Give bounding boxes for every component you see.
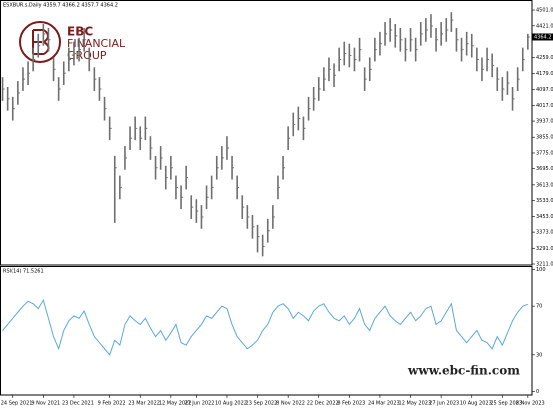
y-tick-label: 30 <box>536 352 542 358</box>
x-tick-label: 8 Feb 2023 <box>337 401 365 407</box>
x-tick-label: 22 Dec 2022 <box>307 401 339 407</box>
x-tick-label: 27 Jun 2023 <box>429 401 459 407</box>
x-tick-label: 10 Aug 2022 <box>215 401 247 407</box>
y-tick-label: 3453.0 <box>536 214 553 220</box>
brand-line: GROUP <box>67 49 107 62</box>
y-tick-label: 4017.0 <box>536 103 553 109</box>
x-tick-label: 12 May 2023 <box>399 401 432 407</box>
x-tick-label: 24 Sep 2021 <box>1 401 33 407</box>
y-tick-label: 3373.0 <box>536 230 553 236</box>
panel-title: ESXBUR.s,Daily 4359.7 4366.2 4357.7 4364… <box>3 3 118 9</box>
y-tick-label: 4179.0 <box>536 71 553 77</box>
y-tick-label: 4421.0 <box>536 23 553 29</box>
y-tick-label: 3775.0 <box>536 150 553 156</box>
brand: EBC <box>67 25 93 39</box>
y-tick-label: 3613.0 <box>536 182 553 188</box>
y-tick-label: 4097.0 <box>536 87 553 93</box>
y-tick-label: 70 <box>536 304 542 310</box>
x-tick-label: 8 Nov 2022 <box>276 401 305 407</box>
panel-title: RSI(14) 71.5261 <box>3 269 44 275</box>
y-tick-label: 3855.0 <box>536 135 553 141</box>
y-tick-label: 3533.0 <box>536 198 553 204</box>
y-tick-label: 4259.0 <box>536 55 553 61</box>
panel-frame <box>0 266 533 396</box>
x-tick-label: 23 Mar 2022 <box>128 401 160 407</box>
y-tick-label: 3211.0 <box>536 262 553 268</box>
brand-line: FINANCIAL <box>67 37 126 50</box>
x-tick-label: 9 Nov 2021 <box>31 401 60 407</box>
x-tick-label: 8 Nov 2023 <box>516 401 545 407</box>
x-tick-label: 9 Feb 2022 <box>98 401 126 407</box>
x-tick-label: 27 Jun 2022 <box>184 401 214 407</box>
website: www.ebc-fin.com <box>407 364 520 378</box>
current-price-box <box>532 33 553 41</box>
logo-circle <box>19 21 61 63</box>
current-price-label: 4364.2 <box>534 34 552 40</box>
y-tick-label: 3937.0 <box>536 119 553 125</box>
y-tick-label: 3695.0 <box>536 166 553 172</box>
x-tick-label: 23 Sep 2022 <box>246 401 278 407</box>
y-tick-label: 0 <box>536 389 539 395</box>
x-tick-label: 10 Aug 2023 <box>460 401 492 407</box>
x-tick-label: 23 Dec 2021 <box>62 401 94 407</box>
x-tick-label: 25 Sep 2023 <box>490 401 522 407</box>
y-tick-label: 100 <box>536 267 546 273</box>
x-tick-label: 12 May 2022 <box>159 401 192 407</box>
y-tick-label: 4501.0 <box>536 8 553 14</box>
y-tick-label: 3291.0 <box>536 246 553 252</box>
panel-frame <box>0 0 533 266</box>
rsi-line <box>2 298 529 356</box>
x-tick-label: 24 Mar 2023 <box>368 401 400 407</box>
